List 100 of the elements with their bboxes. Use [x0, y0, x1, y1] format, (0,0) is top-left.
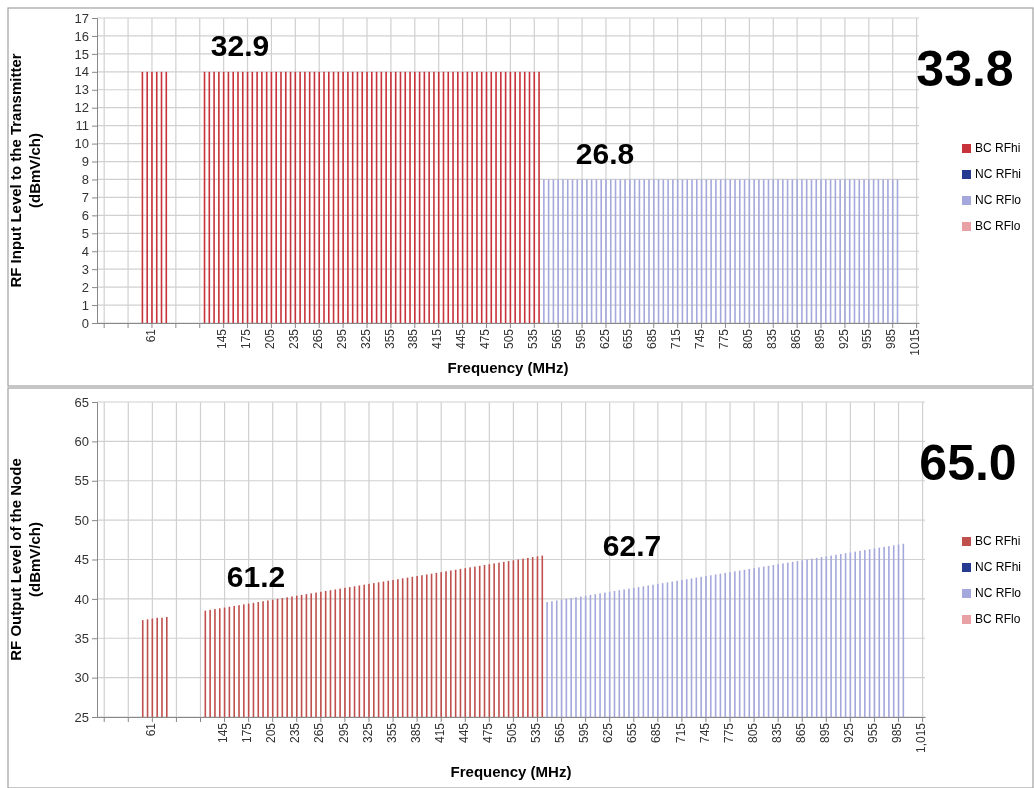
x-tick-label: 775 — [717, 328, 732, 350]
x-tick-label: 775 — [721, 722, 736, 744]
y-tick-label: 60 — [74, 434, 89, 450]
x-tick-label: 625 — [601, 722, 616, 744]
legend-label: BC RFhi — [975, 141, 1021, 155]
y-tick-label: 35 — [74, 630, 89, 646]
y-axis-title: RF Output Level of the Node (dBmV/ch) — [7, 458, 43, 661]
x-tick-label: 535 — [525, 328, 540, 350]
x-tick-label: 955 — [860, 328, 875, 350]
legend-label: NC RFlo — [975, 586, 1022, 600]
y-tick-label: 16 — [74, 28, 89, 44]
x-tick-label: 325 — [360, 722, 375, 744]
x-tick-label: 505 — [501, 328, 516, 350]
y-tick-label: 13 — [74, 82, 89, 98]
y-tick-label: 9 — [81, 154, 89, 170]
legend-label: NC RFhi — [975, 560, 1022, 574]
x-tick-label: 385 — [406, 328, 421, 350]
x-tick-label: 925 — [836, 328, 851, 350]
y-tick-label: 30 — [74, 670, 89, 686]
x-tick-label: 505 — [505, 722, 520, 744]
x-tick-label: 295 — [334, 328, 349, 350]
x-tick-label: 145 — [216, 722, 231, 744]
x-tick-label: 895 — [817, 722, 832, 744]
x-tick-label: 145 — [215, 328, 230, 350]
x-tick-label: 835 — [764, 328, 779, 350]
x-tick-label: 925 — [841, 722, 856, 744]
y-tick-label: 5 — [81, 225, 89, 241]
x-tick-label: 1015 — [908, 328, 923, 356]
x-tick-label: 355 — [384, 722, 399, 744]
legend-label: BC RFlo — [975, 219, 1021, 233]
y-tick-label: 17 — [74, 10, 89, 26]
x-tick-label: 895 — [812, 328, 827, 350]
x-tick-label: 685 — [645, 328, 660, 350]
y-tick-label: 0 — [81, 315, 89, 331]
x-tick-label: 835 — [769, 722, 784, 744]
x-tick-label: 865 — [793, 722, 808, 744]
x-tick-label: 415 — [430, 328, 445, 350]
x-tick-label: 205 — [263, 328, 278, 350]
y-tick-label: 50 — [74, 512, 89, 528]
y-tick-label: 65 — [74, 394, 89, 410]
x-tick-label: 355 — [382, 328, 397, 350]
x-tick-label: 805 — [745, 722, 760, 744]
x-tick-label: 745 — [693, 328, 708, 350]
y-tick-label: 3 — [81, 261, 89, 277]
y-tick-label: 2 — [81, 279, 89, 295]
y-tick-label: 4 — [81, 243, 89, 259]
x-tick-label: 595 — [577, 722, 592, 744]
y-tick-label: 10 — [74, 136, 89, 152]
y-tick-label: 12 — [74, 100, 89, 116]
x-tick-label: 475 — [480, 722, 495, 744]
x-tick-label: 175 — [240, 722, 255, 744]
y-tick-label: 1 — [81, 297, 89, 313]
x-tick-label: 445 — [456, 722, 471, 744]
x-tick-label: 805 — [740, 328, 755, 350]
x-tick-label: 235 — [288, 722, 303, 744]
annotation: 33.8 — [916, 41, 1014, 97]
annotation: 65.0 — [919, 435, 1017, 491]
y-axis-title: RF Input Level to the Transmitter (dBmV/ch) — [7, 53, 43, 288]
y-tick-label: 40 — [74, 591, 89, 607]
x-tick-label: 265 — [312, 722, 327, 744]
y-tick-label: 55 — [74, 473, 89, 489]
y-tick-label: 11 — [75, 118, 89, 134]
x-tick-label: 715 — [669, 328, 684, 350]
x-tick-label: 61 — [143, 722, 158, 737]
x-tick-label: 745 — [697, 722, 712, 744]
x-tick-label: 1,015 — [914, 722, 929, 754]
y-tick-label: 45 — [74, 552, 89, 568]
x-tick-label: 475 — [478, 328, 493, 350]
annotation: 62.7 — [602, 529, 662, 562]
x-tick-label: 565 — [549, 328, 564, 350]
x-tick-label: 295 — [336, 722, 351, 744]
y-tick-label: 25 — [74, 709, 89, 725]
x-tick-label: 655 — [621, 328, 636, 350]
x-axis-title: Frequency (MHz) — [450, 763, 572, 780]
x-tick-label: 325 — [358, 328, 373, 350]
x-tick-label: 625 — [597, 328, 612, 350]
legend-label: NC RFlo — [975, 193, 1022, 207]
annotation: 32.9 — [210, 29, 270, 62]
x-tick-label: 445 — [454, 328, 469, 350]
legend-label: BC RFlo — [975, 612, 1021, 626]
x-tick-label: 415 — [432, 722, 447, 744]
x-tick-label: 385 — [408, 722, 423, 744]
y-tick-label: 15 — [74, 46, 89, 62]
x-tick-label: 235 — [286, 328, 301, 350]
x-tick-label: 595 — [573, 328, 588, 350]
x-tick-label: 535 — [529, 722, 544, 744]
x-tick-label: 205 — [264, 722, 279, 744]
x-tick-label: 865 — [788, 328, 803, 350]
y-tick-label: 6 — [81, 208, 89, 224]
x-tick-label: 61 — [143, 328, 158, 343]
x-tick-label: 685 — [649, 722, 664, 744]
annotation: 26.8 — [575, 137, 635, 170]
x-axis-title: Frequency (MHz) — [447, 359, 569, 376]
x-tick-label: 985 — [890, 722, 905, 744]
x-tick-label: 655 — [625, 722, 640, 744]
legend-label: NC RFhi — [975, 167, 1022, 181]
x-tick-label: 955 — [866, 722, 881, 744]
y-tick-label: 14 — [74, 64, 89, 80]
x-tick-label: 985 — [884, 328, 899, 350]
x-tick-label: 565 — [553, 722, 568, 744]
